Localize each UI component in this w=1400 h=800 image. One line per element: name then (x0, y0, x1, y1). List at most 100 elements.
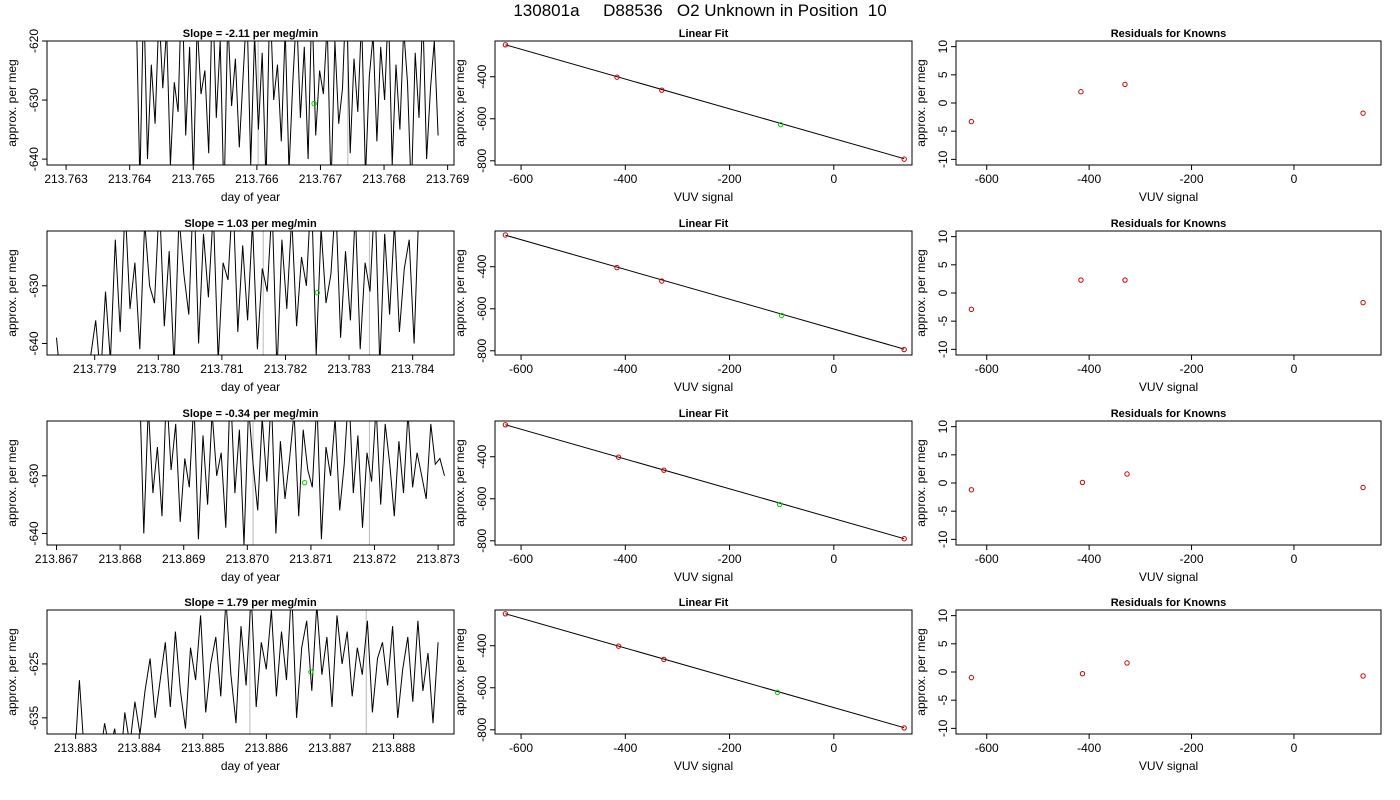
chart-5-ytick-label: 10 (936, 230, 950, 244)
chart-2-title: Residuals for Knowns (1111, 28, 1227, 40)
chart-3-plot-frame (46, 230, 455, 356)
chart-6-ylabel: approx. per meg (5, 439, 19, 526)
chart-0-xtick-label: 213.766 (235, 172, 279, 186)
page-title: 130801a D88536 O2 Unknown in Position 10 (513, 1, 887, 20)
chart-8-xtick-label: -600 (975, 552, 999, 566)
chart-6-plot-frame (46, 420, 455, 546)
chart-6-ytick-label: -640 (27, 521, 41, 545)
chart-1-ytick-label: -600 (475, 106, 489, 130)
chart-7-unknown-point (776, 501, 783, 508)
chart-7-panel: Linear Fit -600 -400 -200 0 -400 -600 -800 VUV s… (453, 408, 913, 584)
chart-6-xlabel: day of year (221, 570, 280, 584)
chart-7-ytick-label: -800 (475, 528, 489, 552)
chart-11-ytick-label: 10 (936, 609, 950, 623)
chart-8-ytick-label: -10 (936, 530, 950, 548)
chart-4-panel: Linear Fit -600 -400 -200 0 -400 -600 -800 VUV s… (453, 218, 913, 394)
chart-7-xtick-label: 0 (830, 552, 837, 566)
chart-5-known-point (968, 306, 975, 313)
chart-3-unknown-point (314, 290, 320, 296)
chart-4-xtick-label: 0 (830, 362, 837, 376)
chart-7-title: Linear Fit (679, 408, 729, 420)
chart-10-ytick-label: -600 (475, 675, 489, 699)
chart-0-xtick-label: 213.765 (172, 172, 216, 186)
chart-1-known-point (659, 87, 665, 93)
chart-3-ytick-label: -630 (27, 273, 41, 297)
chart-1-ytick-label: -800 (475, 148, 489, 172)
chart-8-xlabel: VUV signal (1139, 570, 1198, 584)
chart-8-ytick-label: 10 (936, 420, 950, 434)
chart-1-title: Linear Fit (679, 28, 729, 40)
chart-0-ytick-label: -640 (27, 147, 41, 171)
chart-4-ytick-label: -400 (475, 254, 489, 278)
chart-7-ytick-label: -400 (475, 444, 489, 468)
chart-5-xtick-label: -200 (1180, 362, 1204, 376)
chart-1-known-point (614, 74, 620, 80)
chart-10-fit-line (505, 613, 905, 729)
chart-1-ytick-label: -400 (475, 64, 489, 88)
chart-6-title: Slope = -0.34 per meg/min (182, 408, 318, 420)
chart-9-ytick-label: -625 (27, 652, 41, 676)
chart-4-xlabel: VUV signal (674, 380, 733, 394)
chart-6-xtick-label: 213.870 (226, 552, 270, 566)
chart-7-known-point (502, 422, 509, 428)
chart-0-unknown-point (311, 100, 317, 107)
chart-5-xlabel: VUV signal (1139, 380, 1198, 394)
chart-8-known-point (1124, 471, 1130, 477)
chart-3-panel: Slope = 1.03 per meg/min 213.779 213.780 21… (5, 218, 455, 394)
chart-0-xtick-label: 213.769 (426, 172, 470, 186)
chart-0-signal-trace (136, 41, 439, 165)
chart-1-plot-frame (494, 40, 913, 166)
chart-4-fit-line (505, 234, 905, 350)
chart-5-ytick-label: -10 (936, 340, 950, 358)
chart-6-xtick-label: 213.867 (35, 552, 79, 566)
chart-5-xtick-label: 0 (1291, 362, 1298, 376)
chart-1-xtick-label: -600 (509, 172, 533, 186)
chart-1-xtick-label: -200 (718, 172, 742, 186)
chart-2-known-point (1360, 110, 1366, 116)
chart-8-known-point (968, 487, 975, 493)
chart-5-xtick-label: -600 (975, 362, 999, 376)
chart-9-xtick-label: 213.886 (245, 741, 289, 755)
chart-10-xlabel: VUV signal (674, 759, 733, 773)
chart-9-ytick-label: -635 (27, 705, 41, 729)
chart-3-xtick-label: 213.782 (264, 362, 308, 376)
chart-0-ytick-label: -630 (27, 88, 41, 112)
chart-8-ylabel: approx. per meg (914, 439, 928, 526)
chart-9-unknown-point (308, 669, 314, 675)
chart-8-title: Residuals for Knowns (1111, 408, 1227, 420)
chart-0-ytick-label: -620 (27, 29, 41, 53)
chart-4-ytick-label: -800 (475, 338, 489, 362)
chart-1-known-point (502, 42, 509, 48)
chart-4-xtick-label: -600 (509, 362, 533, 376)
chart-5-known-point (1360, 299, 1366, 306)
chart-11-xtick-label: -400 (1077, 741, 1101, 755)
chart-9-xtick-label: 213.883 (54, 741, 98, 755)
chart-1-xlabel: VUV signal (674, 190, 733, 204)
chart-2-xtick-label: -400 (1077, 172, 1101, 186)
chart-4-plot-frame (494, 230, 913, 356)
chart-4-xtick-label: -400 (613, 362, 637, 376)
chart-6-xtick-label: 213.872 (353, 552, 397, 566)
chart-8-ytick-label: 5 (936, 451, 950, 458)
chart-4-xtick-label: -200 (718, 362, 742, 376)
chart-4-known-point (614, 264, 620, 271)
chart-1-unknown-point (777, 121, 784, 128)
chart-8-xtick-label: -200 (1180, 552, 1204, 566)
chart-8-ytick-label: -5 (936, 506, 950, 517)
chart-10-plot-frame (494, 609, 913, 735)
chart-7-xtick-label: -600 (509, 552, 533, 566)
chart-11-xtick-label: 0 (1291, 741, 1298, 755)
chart-8-known-point (1360, 484, 1366, 491)
chart-8-known-point (1079, 479, 1086, 486)
chart-2-known-point (968, 118, 975, 125)
chart-6-xtick-label: 213.869 (162, 552, 206, 566)
chart-4-ylabel: approx. per meg (453, 249, 467, 336)
chart-8-panel: Residuals for Knowns -600 -400 -200 0 10 5 0 -5 -… (914, 408, 1382, 584)
chart-7-plot-frame (494, 420, 913, 546)
chart-3-xtick-label: 213.779 (73, 362, 117, 376)
chart-3-xtick-label: 213.780 (137, 362, 181, 376)
chart-4-known-point (502, 232, 509, 238)
chart-10-ylabel: approx. per meg (453, 628, 467, 715)
chart-9-panel: Slope = 1.79 per meg/min 213.883 213.884 21… (5, 597, 455, 773)
